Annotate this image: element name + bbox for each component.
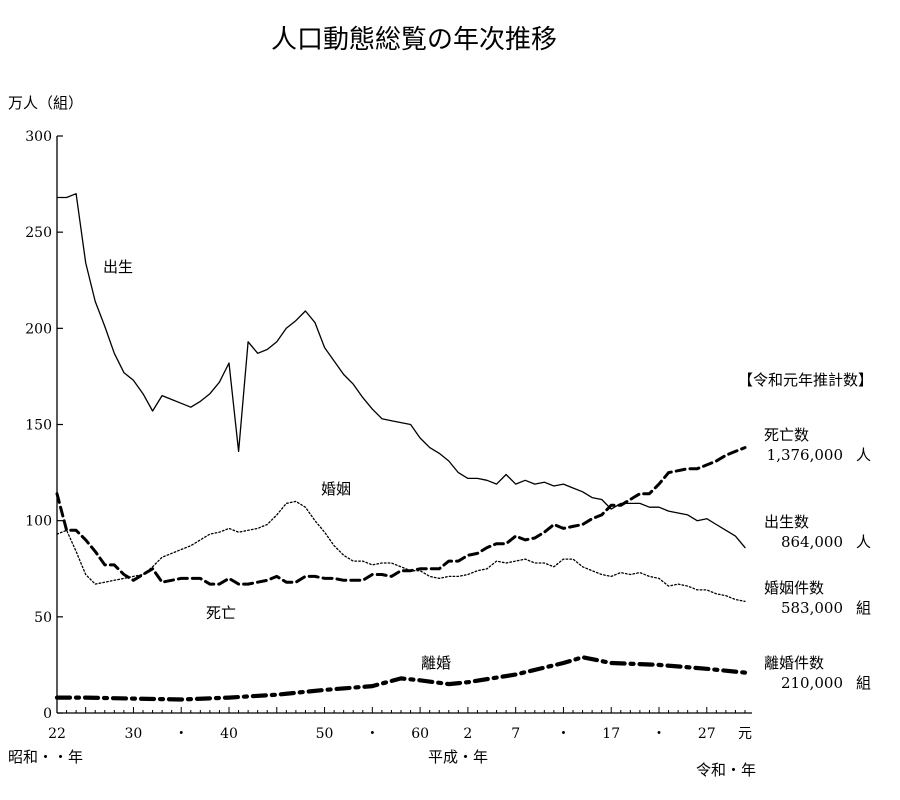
series-line-2: [55, 446, 747, 586]
y-tick-label: 250: [25, 225, 52, 241]
series-lines: [54, 193, 748, 702]
x-tick-label: 22: [48, 726, 66, 742]
x-tick-label: 2: [463, 726, 472, 742]
x-era-showa: 昭和・・年: [8, 748, 83, 766]
estimate-value: 583,000: [781, 599, 843, 617]
x-tick-label: ・: [174, 726, 188, 742]
series-label-marriage: 婚姻: [321, 480, 351, 498]
x-tick-label: ・: [652, 726, 666, 742]
series-line-1: [56, 193, 746, 549]
estimate-value: 1,376,000: [767, 446, 843, 464]
estimate-name: 死亡数: [764, 426, 809, 444]
x-ticks: 22 30 ・ 40 50 ・ 60 2 7 ・ 17 ・ 27 元: [48, 707, 752, 742]
estimate-unit: 人: [856, 533, 871, 551]
axes: [56, 136, 752, 714]
x-tick-label: 50: [316, 726, 334, 742]
y-tick-label: 100: [25, 514, 52, 530]
estimate-value: 210,000: [781, 674, 843, 692]
series-line-3: [56, 500, 746, 603]
y-tick-label: 0: [43, 706, 52, 722]
x-tick-label: 30: [125, 726, 143, 742]
estimate-unit: 組: [856, 674, 871, 692]
series-label-death: 死亡: [206, 604, 236, 622]
x-tick-label: ・: [365, 726, 379, 742]
estimate-name: 離婚件数: [764, 654, 824, 672]
estimate-unit: 組: [856, 599, 871, 617]
x-tick-label: 7: [511, 726, 520, 742]
y-tick-label: 300: [25, 129, 52, 145]
y-tick-label: 200: [25, 321, 52, 337]
x-tick-label: 40: [220, 726, 238, 742]
x-tick-label: 17: [602, 726, 620, 742]
estimate-unit: 人: [856, 446, 871, 464]
estimate-name: 婚姻件数: [764, 579, 824, 597]
x-era-reiwa: 令和・年: [696, 761, 756, 779]
y-tick-label: 50: [34, 610, 52, 626]
y-axis-label: 万人（組）: [8, 94, 83, 112]
estimate-name: 出生数: [764, 513, 809, 531]
x-era-heisei: 平成・年: [428, 748, 488, 766]
x-tick-label: 60: [411, 726, 429, 742]
estimate-value: 864,000: [781, 533, 843, 551]
x-tick-label: 元: [738, 726, 752, 742]
series-line-4: [54, 655, 748, 702]
series-label-divorce: 離婚: [421, 654, 451, 672]
chart-title: 人口動態総覧の年次推移: [271, 25, 557, 55]
y-ticks: 0 50 100 150 200 250 300: [25, 129, 63, 722]
series-label-birth: 出生: [103, 258, 133, 276]
legend-header: 【令和元年推計数】: [738, 371, 873, 389]
y-tick-label: 150: [25, 418, 52, 434]
x-tick-label: ・: [556, 726, 570, 742]
x-tick-label: 27: [698, 726, 716, 742]
